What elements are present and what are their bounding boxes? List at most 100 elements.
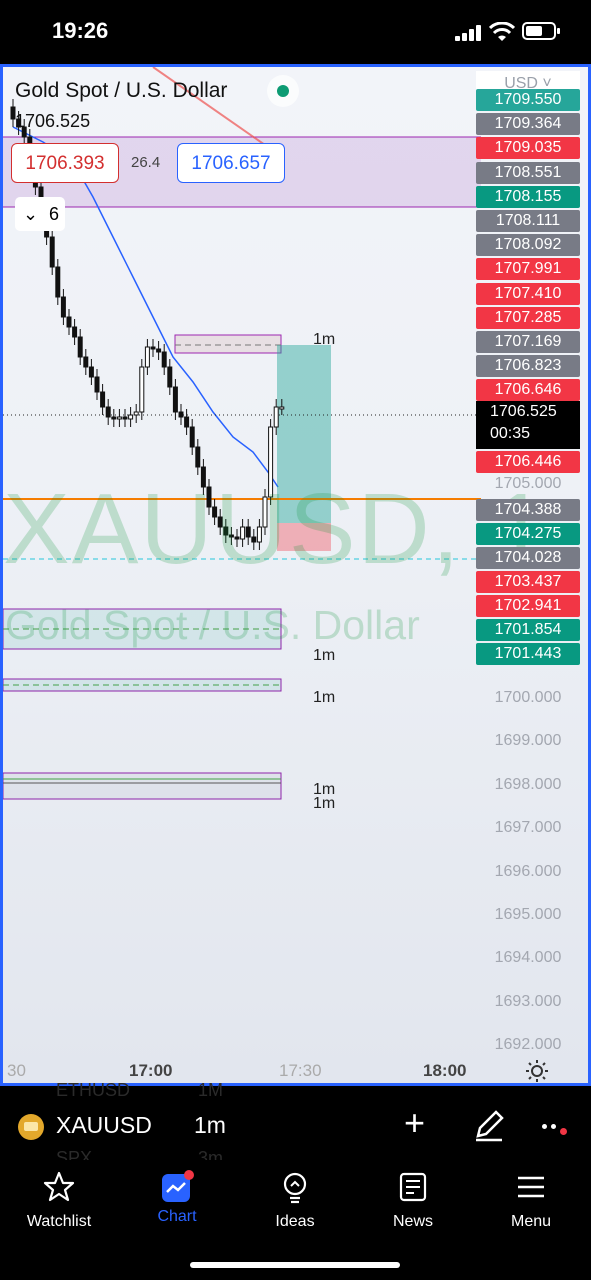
- drawing-pen-icon[interactable]: [472, 1108, 506, 1142]
- price-axis-label: 1706.823: [476, 355, 580, 378]
- price-axis-label: 1704.028: [476, 547, 580, 569]
- zone-lower-2: [3, 678, 282, 692]
- current-price-label: 1706.525 00:35: [476, 401, 580, 449]
- price-scale-label: 1697.000: [494, 819, 562, 837]
- star-icon: [43, 1171, 75, 1202]
- candle-body: [228, 534, 234, 538]
- nav-chart[interactable]: Chart: [122, 1170, 232, 1226]
- newspaper-icon: [399, 1172, 427, 1202]
- price-axis-label: 1703.437: [476, 571, 580, 593]
- price-axis-label: 1704.388: [476, 499, 580, 521]
- candle-body: [72, 326, 78, 338]
- symbol-title[interactable]: Gold Spot / U.S. Dollar: [15, 79, 228, 102]
- candle-body: [116, 416, 122, 420]
- candle-countdown: 00:35: [490, 425, 531, 442]
- candle-body: [189, 426, 195, 448]
- interval-label: 1m: [313, 331, 336, 348]
- ghost-interval: 1M: [198, 1080, 224, 1100]
- candle-body: [122, 416, 128, 420]
- candle-body: [212, 506, 218, 518]
- candle-body: [94, 376, 100, 393]
- nav-menu[interactable]: Menu: [476, 1170, 586, 1231]
- candle-body: [217, 516, 223, 528]
- price-axis-label: 1704.275: [476, 523, 580, 545]
- candle-body: [161, 351, 167, 368]
- symbol-name[interactable]: XAUUSD: [56, 1112, 152, 1138]
- price-axis-label: 1707.285: [476, 306, 580, 329]
- candle-body: [83, 356, 89, 368]
- candle-body: [144, 346, 150, 368]
- candle-body: [167, 366, 173, 388]
- price-axis-label: 1708.551: [476, 161, 580, 184]
- chart-settings-icon[interactable]: [525, 1059, 549, 1083]
- nav-ideas[interactable]: Ideas: [240, 1170, 350, 1231]
- nav-label: Watchlist: [26, 1213, 92, 1230]
- interval-label: 1m: [313, 689, 336, 706]
- price-axis-label: 1707.169: [476, 331, 580, 353]
- candle-body: [139, 366, 145, 413]
- buy-button[interactable]: 1706.657: [177, 143, 285, 183]
- candle-body: [128, 414, 134, 420]
- candle-body: [111, 416, 117, 420]
- trend-line: [152, 67, 266, 146]
- watermark-symbol: XAUUSD, 1: [3, 473, 549, 585]
- candle-body: [100, 391, 106, 408]
- candle-body: [223, 526, 229, 536]
- price-axis-label: 1707.991: [476, 258, 580, 281]
- hamburger-icon: [518, 1176, 544, 1198]
- candle-body: [150, 346, 156, 350]
- chart-area[interactable]: XAUUSD, 1 Gold Spot / U.S. Dollar Gold S…: [0, 64, 591, 1086]
- candle-body: [251, 536, 257, 543]
- candle-body: [273, 406, 279, 428]
- candle-body: [195, 446, 201, 468]
- candle-body: [172, 386, 178, 413]
- candle-body: [262, 496, 268, 528]
- lightbulb-icon: [283, 1172, 307, 1204]
- add-icon[interactable]: +: [404, 1102, 426, 1143]
- gold-coin-icon: [18, 1114, 44, 1140]
- long-position-profit: [277, 345, 331, 523]
- candle-body: [105, 406, 111, 418]
- watermark-name: Gold Spot / U.S. Dollar: [5, 602, 420, 648]
- interval-label: 1m: [313, 795, 336, 812]
- time-label: 30: [7, 1061, 26, 1080]
- nav-news[interactable]: News: [358, 1170, 468, 1231]
- interval-label: 1m: [313, 647, 336, 664]
- cellular-signal-icon: [455, 25, 483, 41]
- interval-label: 1m: [313, 781, 336, 798]
- ghost-symbol: ETHUSD: [56, 1080, 131, 1100]
- candle-body: [16, 118, 22, 128]
- time-label: 18:00: [423, 1061, 467, 1080]
- nav-watchlist[interactable]: Watchlist: [4, 1170, 114, 1231]
- candlestick-series: [10, 99, 285, 550]
- candle-body: [234, 536, 240, 540]
- time-label: 17:30: [279, 1061, 322, 1080]
- price-scale-label: 1700.000: [494, 689, 562, 706]
- symbol-bar[interactable]: ETHUSD 1M XAUUSD 1m + SPX 3m: [0, 1080, 591, 1168]
- price-scale-label: 1699.000: [494, 732, 562, 750]
- price-scale-label: 1696.000: [494, 862, 562, 880]
- price-scale-label: 1693.000: [494, 992, 562, 1010]
- collapse-indicators-button[interactable]: ⌄ 6: [15, 197, 65, 231]
- candle-body: [245, 526, 251, 538]
- time-label: 17:00: [129, 1061, 173, 1080]
- sell-button[interactable]: 1706.393: [11, 143, 119, 183]
- price-axis-label: 1701.443: [476, 643, 580, 665]
- price-axis-label: 1706.646: [476, 379, 580, 402]
- price-axis-label: 1702.941: [476, 595, 580, 617]
- price-axis-label: 1709.550: [476, 89, 580, 111]
- interval-selector[interactable]: 1m: [194, 1112, 226, 1138]
- price-scale-label: 1694.000: [494, 949, 562, 967]
- candle-body: [77, 336, 83, 358]
- candle-body: [60, 296, 66, 318]
- candle-body: [240, 526, 246, 540]
- nav-label: News: [392, 1213, 433, 1230]
- price-axis-label: 1708.155: [476, 185, 580, 208]
- price-axis-label: 1708.092: [476, 234, 580, 257]
- market-open-indicator: [267, 75, 299, 107]
- candle-body: [10, 106, 16, 120]
- candle-body: [66, 316, 72, 328]
- candle-body: [49, 236, 55, 268]
- price-axis-label: 1708.111: [476, 210, 580, 232]
- spread-value: 26.4: [131, 154, 161, 171]
